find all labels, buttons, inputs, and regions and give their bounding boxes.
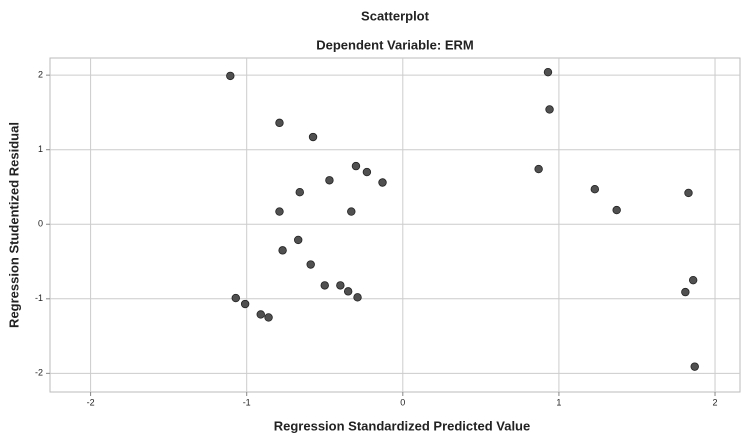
- y-tick-label: 2: [38, 70, 43, 80]
- x-axis-label: Regression Standardized Predicted Value: [274, 418, 530, 433]
- point: [379, 179, 387, 187]
- point: [279, 247, 287, 255]
- point: [337, 282, 345, 290]
- point: [326, 176, 334, 184]
- chart-title: Scatterplot: [361, 8, 430, 23]
- x-tick-label: -2: [87, 397, 95, 407]
- point: [613, 206, 621, 214]
- y-tick-label: 1: [38, 144, 43, 154]
- x-tick-label: 0: [400, 397, 405, 407]
- y-axis-label: Regression Studentized Residual: [6, 122, 21, 328]
- point: [682, 288, 690, 296]
- point: [685, 189, 693, 197]
- x-tick-label: 2: [713, 397, 718, 407]
- point: [294, 236, 302, 244]
- point: [363, 168, 371, 176]
- point: [265, 314, 273, 322]
- point: [591, 185, 599, 193]
- point: [354, 294, 362, 302]
- point: [535, 165, 543, 173]
- point: [546, 106, 554, 114]
- point: [544, 68, 552, 76]
- point: [344, 288, 352, 296]
- y-tick-label: -2: [35, 368, 43, 378]
- point: [241, 300, 249, 308]
- chart: Scatterplot Dependent Variable: ERM Regr…: [0, 0, 741, 437]
- point: [232, 294, 240, 302]
- point: [296, 188, 304, 196]
- point: [309, 133, 317, 141]
- y-tick-label: -1: [35, 293, 43, 303]
- y-tick-label: 0: [38, 219, 43, 229]
- point: [321, 282, 329, 290]
- point: [691, 363, 699, 371]
- point: [276, 208, 284, 216]
- point: [347, 208, 355, 216]
- point: [307, 261, 315, 269]
- chart-subtitle: Dependent Variable: ERM: [316, 37, 473, 52]
- point: [276, 119, 284, 127]
- point: [227, 72, 235, 80]
- point: [257, 311, 265, 319]
- plot-frame: [50, 58, 740, 392]
- x-tick-label: -1: [243, 397, 251, 407]
- point: [352, 162, 360, 170]
- x-tick-label: 1: [556, 397, 561, 407]
- point: [689, 276, 697, 284]
